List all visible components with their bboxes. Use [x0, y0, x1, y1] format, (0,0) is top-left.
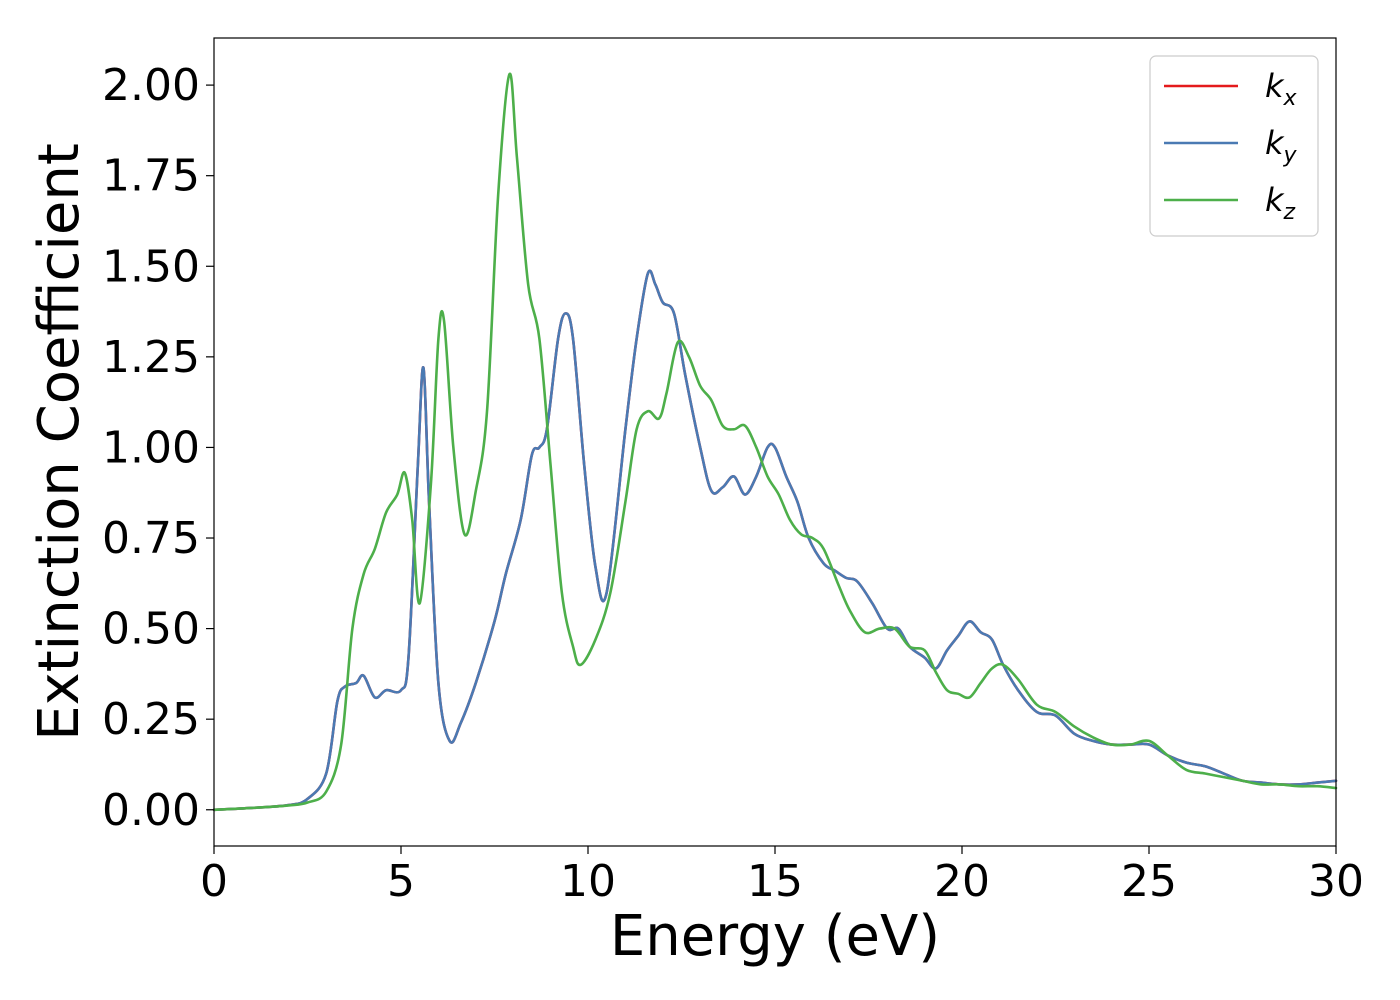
- y-tick-label: 0.00: [102, 785, 200, 836]
- x-tick-label: 15: [747, 856, 803, 907]
- legend-label-kx: kx: [1265, 67, 1298, 111]
- y-tick-label: 1.25: [102, 332, 200, 383]
- x-tick-label: 0: [200, 856, 228, 907]
- x-tick-label: 25: [1121, 856, 1177, 907]
- x-axis-label: Energy (eV): [610, 904, 940, 969]
- y-tick-label: 0.50: [102, 604, 200, 655]
- y-tick-label: 0.25: [102, 694, 200, 745]
- series-layer: [212, 72, 1338, 812]
- x-tick-label: 20: [934, 856, 990, 907]
- y-tick-label: 1.75: [102, 151, 200, 202]
- legend-items: kx ky kz: [1164, 67, 1298, 225]
- legend-label-ky: ky: [1265, 124, 1298, 168]
- y-tick-label: 2.00: [102, 60, 200, 111]
- y-tick-label: 1.00: [102, 422, 200, 473]
- y-axis-ticks: 0.00 0.25 0.50 0.75 1.00 1.25 1.50 1.75 2.00: [102, 60, 214, 836]
- series-line-ky: [212, 269, 1338, 812]
- legend-box: [1149, 55, 1319, 237]
- x-axis-ticks: 0 5 10 15 20 25 30: [200, 846, 1364, 907]
- x-tick-label: 5: [387, 856, 415, 907]
- legend: kx ky kz: [1149, 55, 1319, 237]
- series-line-kz: [212, 72, 1338, 812]
- x-tick-label: 10: [560, 856, 616, 907]
- legend-label-kz: kz: [1265, 181, 1296, 225]
- y-tick-label: 1.50: [102, 241, 200, 292]
- x-tick-label: 30: [1308, 856, 1364, 907]
- y-tick-label: 0.75: [102, 513, 200, 564]
- y-axis-label: Extinction Coefficient: [27, 143, 92, 741]
